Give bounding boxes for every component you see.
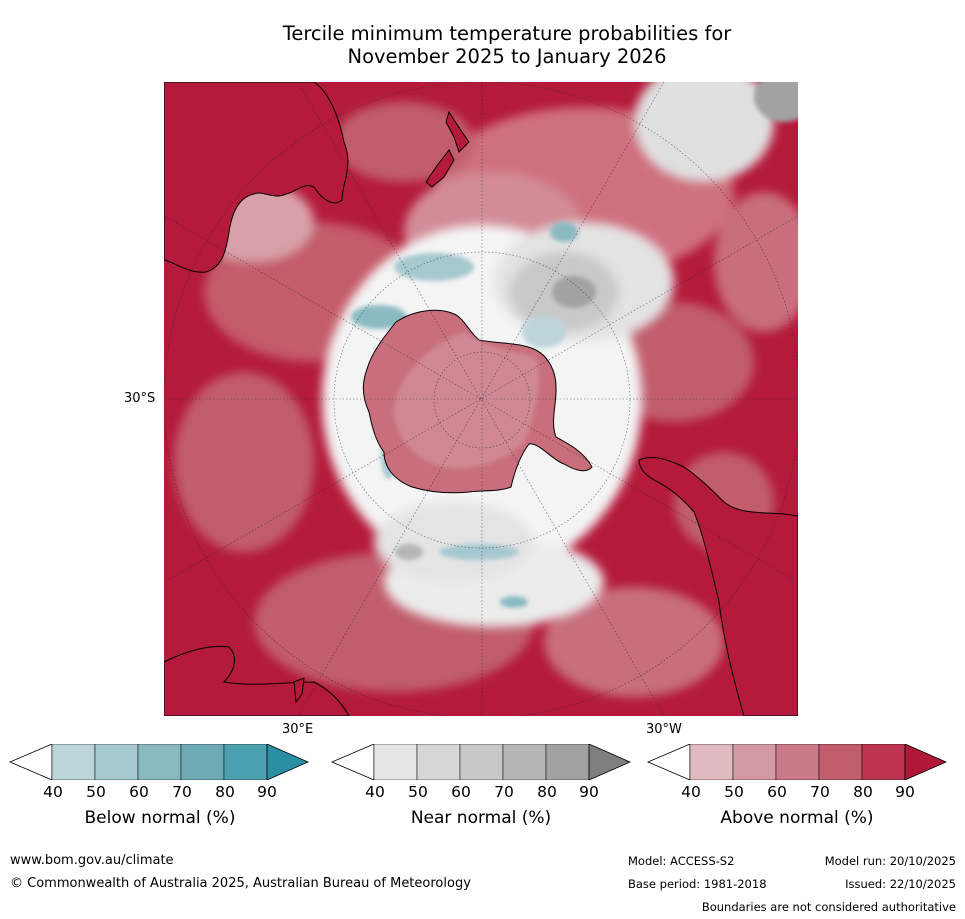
colorbar-above-normal-ticks: 40 50 60 70 80 90 <box>647 783 947 803</box>
longitude-label-30e: 30°E <box>282 722 314 737</box>
colorbar-cell <box>775 744 820 780</box>
tick-label: 60 <box>451 783 471 801</box>
near-normal-dark-patches <box>395 82 798 560</box>
colorbar-cell <box>416 744 461 780</box>
colorbar-cell <box>223 744 268 780</box>
colorbar-near-normal <box>331 744 631 780</box>
colorbar-below-normal-label: Below normal (%) <box>84 808 236 828</box>
tick-label: 50 <box>86 783 106 801</box>
forecast-map <box>164 82 798 716</box>
footer-issued: Issued: 22/10/2025 <box>845 877 956 891</box>
colorbar-cell <box>818 744 863 780</box>
tick-label: 40 <box>365 783 385 801</box>
colorbar-cell <box>459 744 504 780</box>
footer-copyright: © Commonwealth of Australia 2025, Austra… <box>10 876 471 891</box>
tick-label: 60 <box>767 783 787 801</box>
footer-disclaimer: Boundaries are not considered authoritat… <box>701 900 956 914</box>
footer-model: Model: ACCESS-S2 <box>628 854 735 868</box>
new-zealand-south-island <box>425 149 455 188</box>
colorbar-below-normal <box>9 744 309 780</box>
colorbar-min-extension <box>331 744 375 780</box>
tick-label: 90 <box>895 783 915 801</box>
australia-landmass <box>164 82 349 273</box>
colorbar-below-normal-ticks: 40 50 60 70 80 90 <box>9 783 309 803</box>
colorbar-cell <box>51 744 96 780</box>
colorbar-near-normal-label: Near normal (%) <box>410 808 552 828</box>
tick-label: 80 <box>853 783 873 801</box>
colorbar-max-extension <box>266 744 309 780</box>
colorbar-cell <box>180 744 225 780</box>
colorbar-max-extension <box>588 744 631 780</box>
madagascar <box>293 677 305 704</box>
latitude-label-30s: 30°S <box>124 391 156 406</box>
map-title-line-1: Tercile minimum temperature probabilitie… <box>282 22 732 45</box>
africa-landmass <box>164 645 350 716</box>
tick-label: 90 <box>579 783 599 801</box>
below-normal-patches <box>351 222 578 608</box>
colorbar-cell <box>94 744 139 780</box>
colorbar-cell <box>502 744 547 780</box>
colorbar-cell <box>689 744 734 780</box>
tick-label: 40 <box>43 783 63 801</box>
tick-label: 50 <box>724 783 744 801</box>
colorbar-min-extension <box>9 744 53 780</box>
footer-model-run: Model run: 20/10/2025 <box>824 854 956 868</box>
tick-label: 80 <box>215 783 235 801</box>
tick-label: 70 <box>810 783 830 801</box>
tick-label: 70 <box>494 783 514 801</box>
above-normal-mottling <box>174 102 798 697</box>
graticule <box>164 82 798 716</box>
colorbar-min-extension <box>647 744 691 780</box>
footer-url: www.bom.gov.au/climate <box>10 853 174 868</box>
new-zealand-north-island <box>445 110 470 153</box>
south-america-landmass <box>638 457 798 716</box>
map-title-line-2: November 2025 to January 2026 <box>347 45 667 68</box>
colorbar-cell <box>373 744 418 780</box>
colorbar-above-normal <box>647 744 947 780</box>
tick-label: 80 <box>537 783 557 801</box>
colorbar-cell <box>732 744 777 780</box>
colorbar-max-extension <box>904 744 947 780</box>
tick-label: 50 <box>408 783 428 801</box>
tick-label: 40 <box>681 783 701 801</box>
tick-label: 60 <box>129 783 149 801</box>
tick-label: 90 <box>257 783 277 801</box>
longitude-label-30w: 30°W <box>646 722 682 737</box>
footer-base-period: Base period: 1981-2018 <box>628 877 767 891</box>
colorbar-above-normal-label: Above normal (%) <box>720 808 874 828</box>
colorbar-cell <box>861 744 906 780</box>
colorbar-cell <box>545 744 590 780</box>
colorbar-cell <box>137 744 182 780</box>
tick-label: 70 <box>172 783 192 801</box>
colorbar-near-normal-ticks: 40 50 60 70 80 90 <box>331 783 631 803</box>
